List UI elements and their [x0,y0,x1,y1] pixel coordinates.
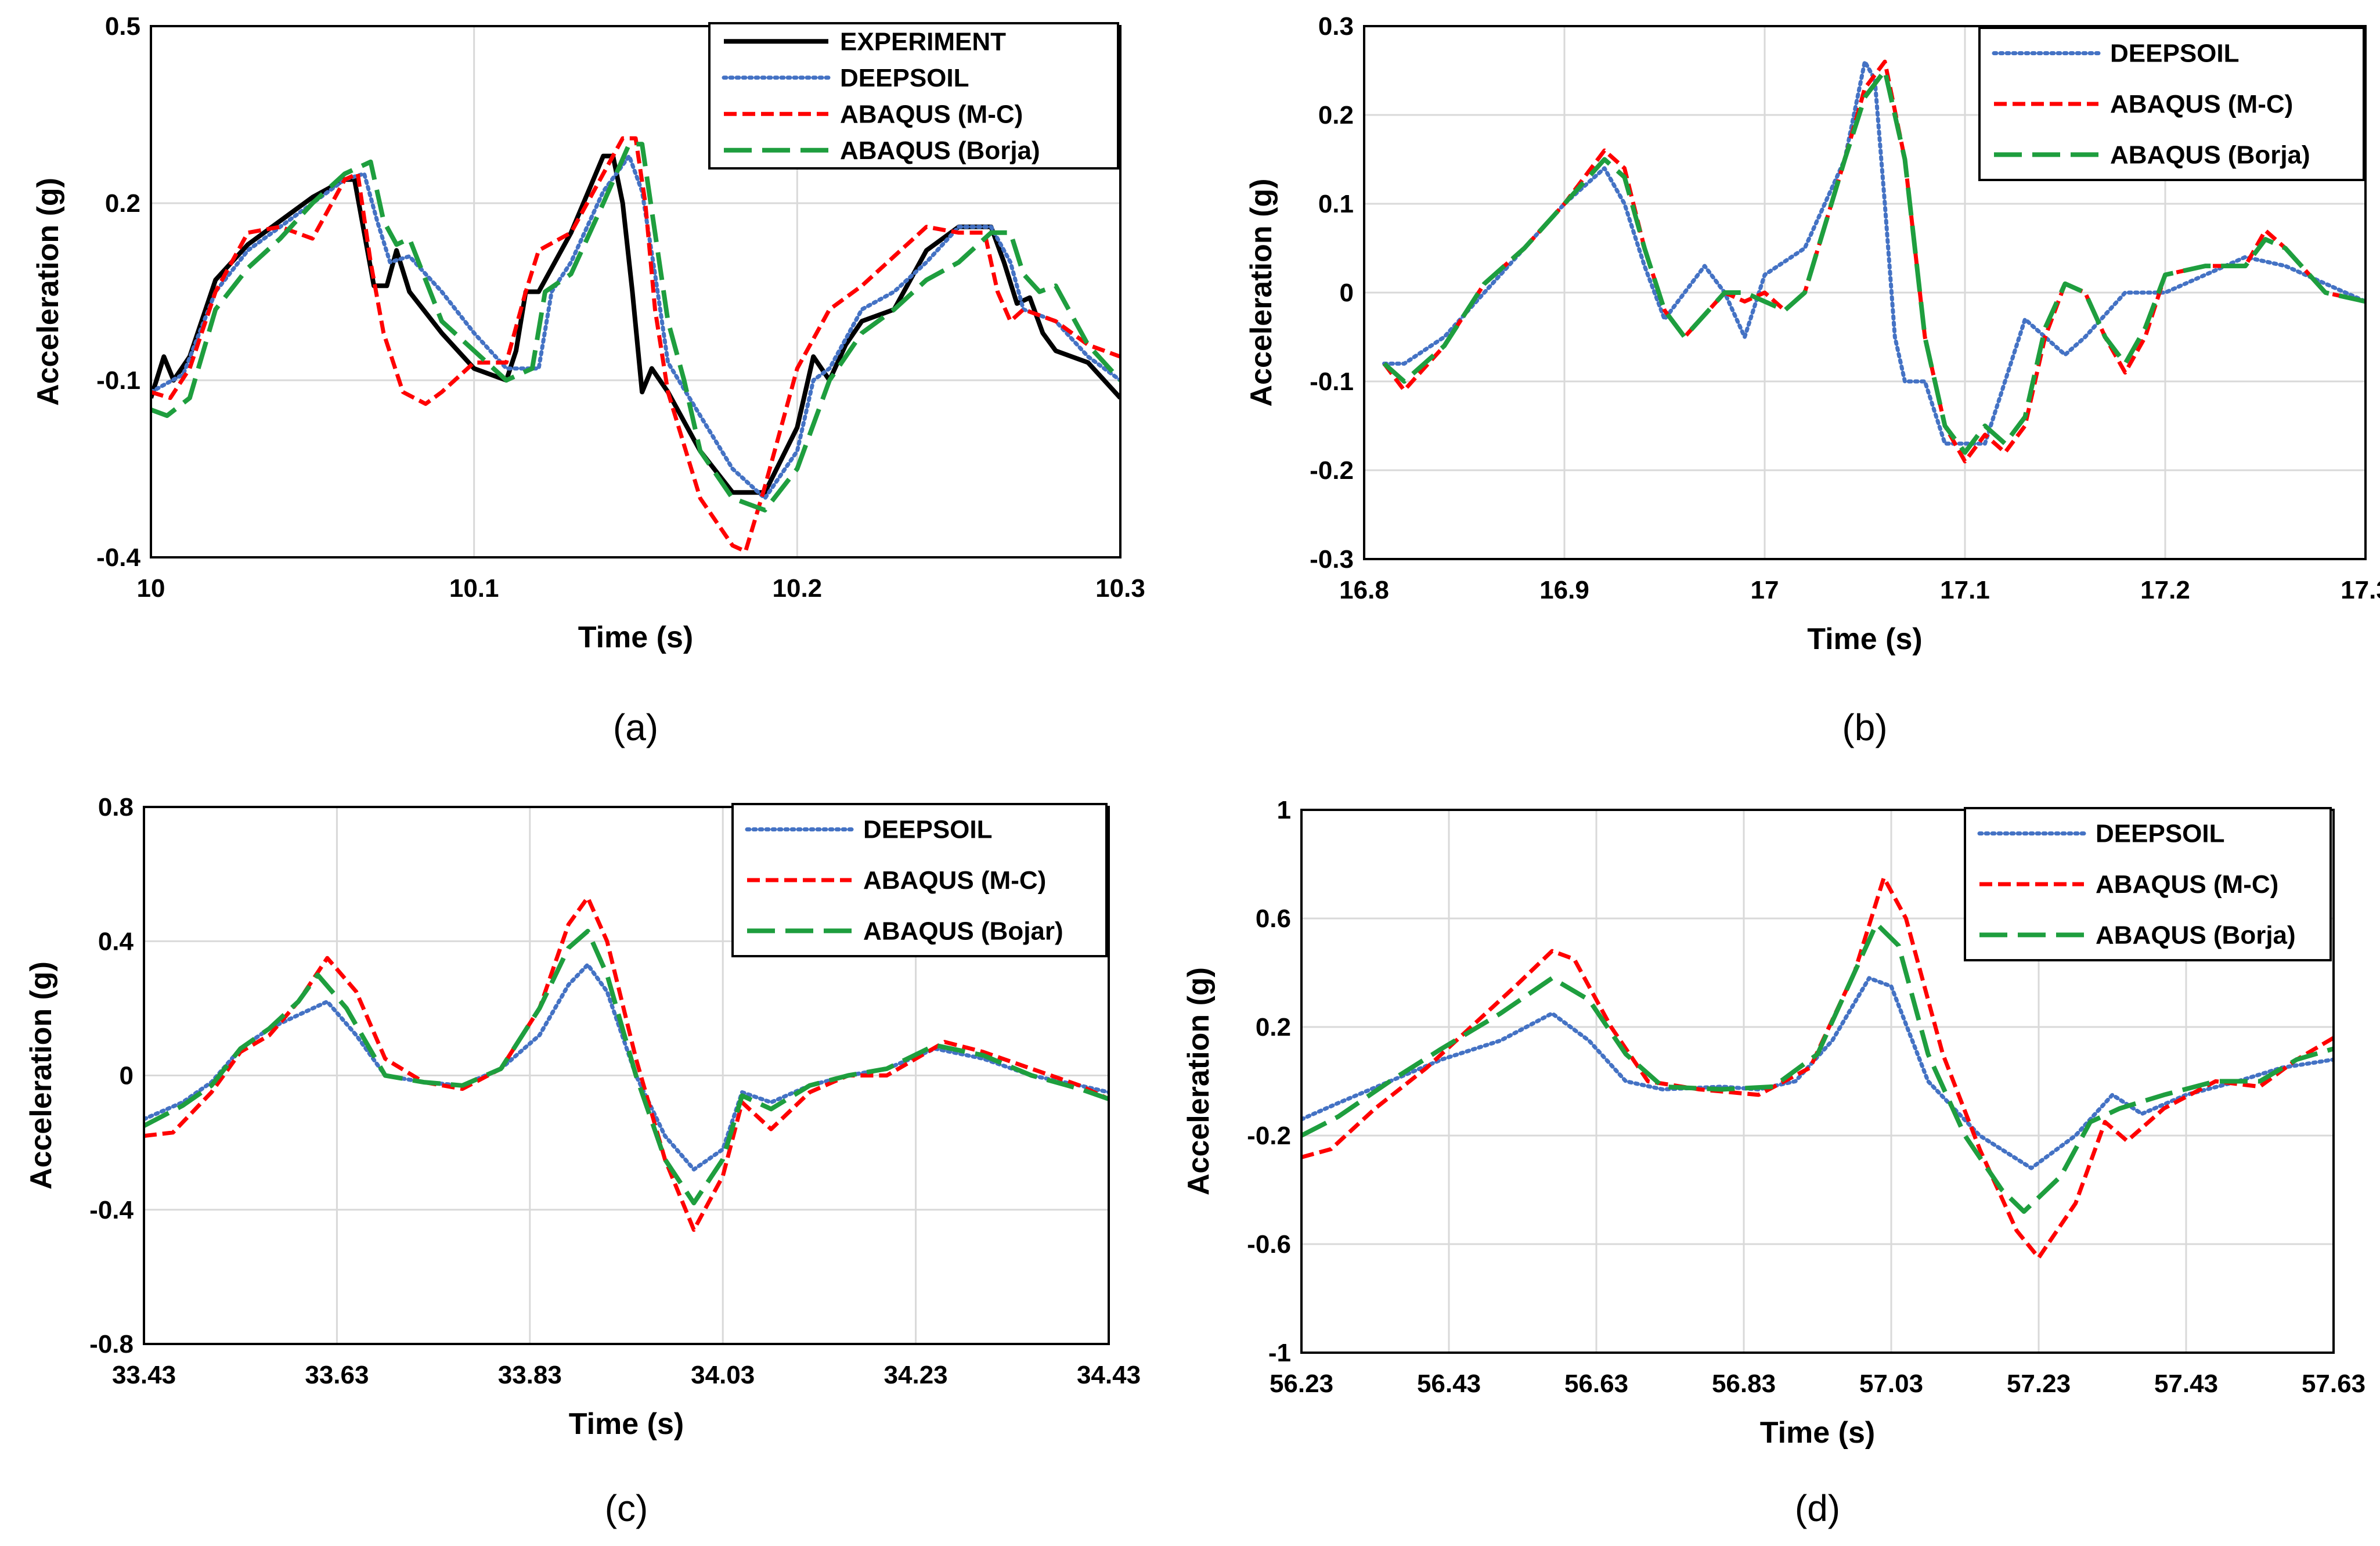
legend-label: ABAQUS (Bojar) [863,917,1063,945]
panel-label: (c) [605,1487,648,1529]
y-tick-label: -0.4 [96,543,140,572]
y-tick-label: 0 [1340,279,1354,307]
x-tick-label: 57.43 [2154,1370,2218,1398]
y-tick-label: -0.1 [1310,367,1354,396]
y-tick-label: -0.8 [89,1330,134,1358]
plot-area-frame [1300,809,2335,1354]
legend-label: EXPERIMENT [840,27,1006,56]
plot-area-frame [1363,25,2367,560]
legend-label: DEEPSOIL [863,816,993,844]
x-tick-label: 33.63 [305,1361,369,1389]
plot-area-frame [150,25,1122,558]
legend-label: ABAQUS (Borja) [840,136,1040,165]
x-tick-label: 10 [137,574,165,603]
y-tick-label: 1 [1277,796,1291,824]
x-tick-label: 10.1 [449,574,499,603]
series-line-abaqus-m-c [1301,875,2334,1260]
chart-panel-4: 56.23 56.43 56.63 56.83 57.03 57.23 57.43 57.63… [1182,796,2365,1529]
y-tick-label: -0.6 [1247,1230,1291,1259]
x-axis-title: Time (s) [578,621,693,654]
y-tick-label: -0.1 [96,366,140,395]
x-axis-title: Time (s) [1760,1416,1875,1450]
legend-label: DEEPSOIL [2110,39,2240,68]
x-tick-label: 34.23 [884,1361,948,1389]
y-tick-label: 0.6 [1256,904,1291,933]
legend-label: ABAQUS (Borja) [2110,140,2310,169]
chart-panel-1: 10 10.1 10.2 10.3 -0.4 -0.1 0.2 0.5 Time (s) Acce… [31,12,1145,748]
x-tick-label: 33.43 [112,1361,176,1389]
x-tick-label: 17 [1751,576,1779,604]
panel-label: (a) [613,707,658,748]
legend-box [708,22,1119,170]
x-tick-label: 34.03 [691,1361,755,1389]
chart-panel-3: 33.43 33.63 33.83 34.03 34.23 34.43 -0.8 -0.4 0 0… [24,793,1141,1529]
x-tick-label: 57.63 [2302,1370,2365,1398]
series-line-abaqus-m-c [1382,59,2365,464]
series-group [151,136,1120,554]
y-axis-title: Acceleration (g) [24,961,58,1190]
series-group [1301,875,2334,1260]
y-tick-label: 0.2 [1256,1013,1291,1042]
y-tick-label: 0.4 [98,927,134,956]
y-tick-label: 0.3 [1318,12,1354,41]
chart-panel-2: 16.8 16.9 17 17.1 17.2 17.3 -0.3 -0.2 -0.1 0 0.1 0.… [1245,12,2380,748]
legend-label: DEEPSOIL [2096,820,2225,848]
series-line-deepsoil [1382,59,2365,446]
x-tick-label: 56.83 [1712,1370,1776,1398]
y-tick-label: 0.2 [105,189,140,218]
series-line-abaqus-borja [1301,921,2334,1214]
series-line-deepsoil [144,963,1109,1172]
series-group [1382,59,2365,464]
x-axis-title: Time (s) [569,1407,684,1441]
legend-label: ABAQUS (M-C) [2096,870,2278,899]
y-tick-label: -0.4 [89,1196,134,1224]
series-line-abaqus-m-c [151,136,1120,554]
y-axis-title: Acceleration (g) [1245,179,1278,407]
legend: DEEPSOIL ABAQUS (M-C) ABAQUS (Borja) [1978,27,2365,181]
panel-label: (b) [1842,707,1887,748]
x-axis-title: Time (s) [1807,622,1922,656]
x-tick-label: 33.83 [498,1361,562,1389]
x-tick-label: 10.3 [1095,574,1145,603]
x-tick-label: 34.43 [1077,1361,1141,1389]
panel-label: (d) [1795,1487,1840,1529]
legend-label: ABAQUS (M-C) [840,100,1023,128]
legend-label: DEEPSOIL [840,64,969,92]
x-tick-label: 56.43 [1417,1370,1481,1398]
series-line-abaqus-bojar [144,928,1109,1206]
y-tick-label: -1 [1268,1339,1291,1367]
y-tick-label: -0.2 [1310,456,1354,485]
x-tick-label: 16.9 [1539,576,1589,604]
x-tick-label: 17.3 [2341,576,2380,604]
y-tick-label: -0.3 [1310,545,1354,574]
x-tick-label: 16.8 [1339,576,1389,604]
legend-label: ABAQUS (Borja) [2096,921,2296,949]
legend: DEEPSOIL ABAQUS (M-C) ABAQUS (Bojar) [731,803,1108,957]
y-tick-label: 0.5 [105,12,140,41]
y-tick-label: -0.2 [1247,1122,1291,1150]
legend: DEEPSOIL ABAQUS (M-C) ABAQUS (Borja) [1964,807,2332,961]
plot-area-frame [143,806,1110,1345]
x-tick-label: 57.03 [1859,1370,1923,1398]
series-line-deepsoil [1301,976,2334,1170]
legend-label: ABAQUS (M-C) [863,866,1046,895]
x-tick-label: 17.1 [1940,576,1990,604]
y-tick-label: 0.8 [98,793,134,821]
y-axis-title: Acceleration (g) [1182,967,1216,1195]
y-tick-label: 0.1 [1318,190,1354,218]
series-group [144,895,1109,1232]
x-tick-label: 56.23 [1270,1370,1333,1398]
series-line-experiment [151,153,1120,495]
y-tick-label: 0.2 [1318,101,1354,129]
series-line-abaqus-borja [1382,68,2365,455]
legend: EXPERIMENT DEEPSOIL ABAQUS (M-C) ABAQUS (Bo… [708,22,1119,170]
y-axis-title: Acceleration (g) [31,178,65,406]
x-tick-label: 10.2 [773,574,823,603]
legend-label: ABAQUS (M-C) [2110,90,2293,118]
x-tick-label: 56.63 [1564,1370,1628,1398]
y-tick-label: 0 [120,1062,134,1090]
x-tick-label: 17.2 [2140,576,2190,604]
x-tick-label: 57.23 [2007,1370,2071,1398]
